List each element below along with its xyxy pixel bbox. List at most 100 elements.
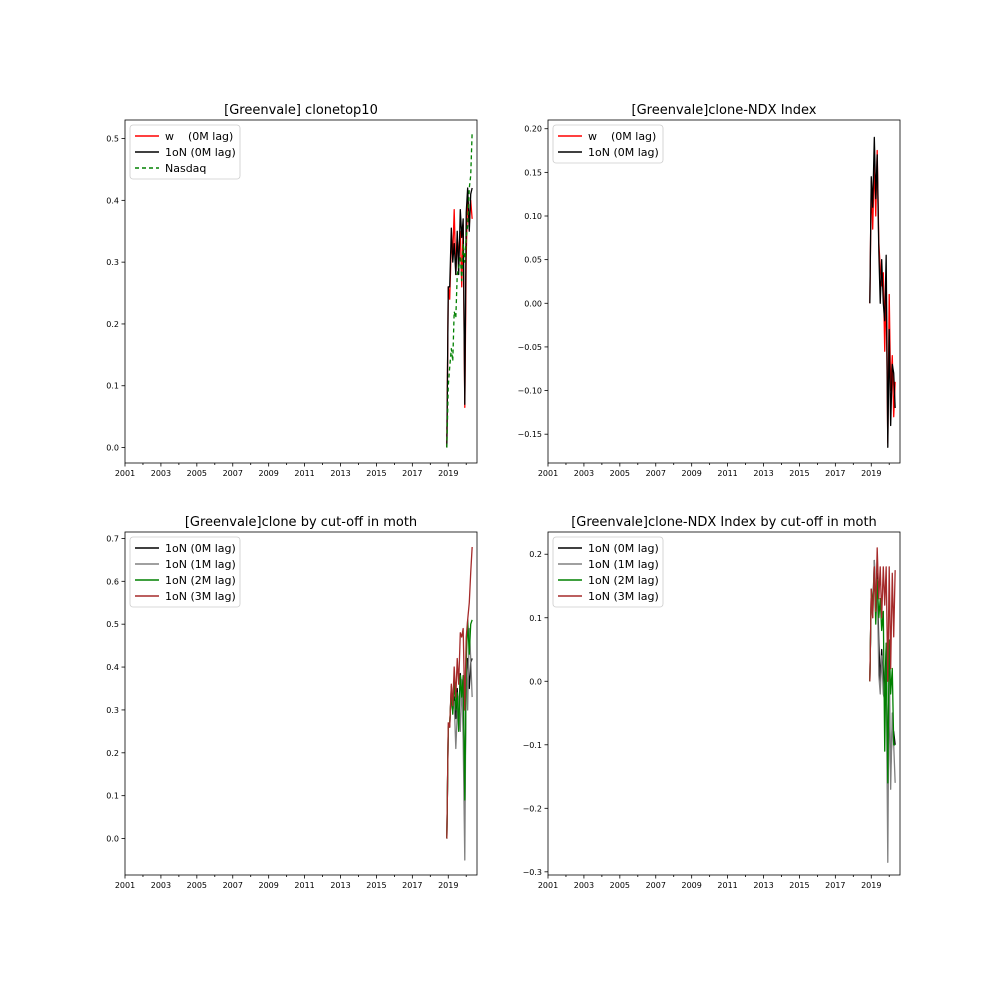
x-tick-label: 2001: [115, 469, 135, 478]
y-tick-label: 0.0: [529, 677, 542, 686]
x-tick-label: 2019: [438, 469, 458, 478]
y-tick-label: 0.1: [529, 614, 542, 623]
legend-label: 1oN (2M lag): [165, 574, 236, 587]
x-tick-label: 2011: [294, 469, 314, 478]
chart-title: [Greenvale]clone by cut-off in moth: [185, 515, 417, 530]
x-tick-label: 2005: [187, 469, 207, 478]
y-tick-label: 0.1: [106, 792, 119, 801]
y-tick-label: 0.3: [106, 258, 119, 267]
legend-label: 1oN (0M lag): [165, 146, 236, 159]
legend-label: 1oN (1M lag): [165, 558, 236, 571]
series-line-1on-3m-lag: [869, 547, 896, 682]
x-tick-label: 2017: [402, 881, 422, 890]
x-tick-label: 2013: [753, 881, 773, 890]
y-tick-label: 0.7: [106, 534, 119, 543]
x-tick-label: 2007: [223, 881, 243, 890]
legend: 1oN (0M lag) 1oN (1M lag) 1oN (2M lag) 1oN …: [129, 536, 241, 608]
y-tick-label: −0.2: [523, 804, 542, 813]
y-tick-label: 0.5: [106, 135, 119, 144]
x-tick-label: 2009: [681, 881, 701, 890]
chart-panel-clonetop10: [Greenvale] clonetop10 2001 2003 2005 2007 20…: [106, 103, 478, 478]
y-tick-label: −0.3: [523, 868, 542, 877]
x-tick-label: 2013: [330, 881, 350, 890]
x-tick-label: 2007: [223, 469, 243, 478]
x-tick-label: 2011: [717, 469, 737, 478]
x-tick-label: 2009: [681, 469, 701, 478]
x-tick-label: 2003: [151, 469, 171, 478]
chart-panel-clone-by-cutoff: [Greenvale]clone by cut-off in moth 2001 2…: [106, 515, 478, 890]
y-tick-label: 0.3: [106, 706, 119, 715]
x-tick-label: 2001: [538, 469, 558, 478]
y-tick-label: 0.2: [106, 320, 119, 329]
legend-box: [552, 124, 664, 164]
axes-frame: [124, 531, 478, 876]
x-tick-label: 2019: [438, 881, 458, 890]
x-tick-label: 2005: [610, 881, 630, 890]
y-tick-label: 0.10: [524, 212, 542, 221]
chart-title: [Greenvale] clonetop10: [224, 103, 378, 118]
x-tick-label: 2003: [151, 881, 171, 890]
x-tick-label: 2015: [366, 881, 386, 890]
x-tick-label: 2001: [115, 881, 135, 890]
y-tick-label: 0.20: [524, 125, 542, 134]
x-tick-label: 2001: [538, 881, 558, 890]
x-tick-label: 2015: [366, 469, 386, 478]
x-tick-label: 2015: [789, 881, 809, 890]
x-tick-label: 2019: [861, 881, 881, 890]
legend-label: 1oN (0M lag): [165, 542, 236, 555]
chart-panel-clone-ndx-by-cutoff: [Greenvale]clone-NDX Index by cut-off in…: [523, 515, 901, 890]
y-tick-label: 0.4: [106, 196, 119, 205]
x-tick-label: 2009: [258, 881, 278, 890]
legend-label: Nasdaq: [165, 162, 206, 175]
legend-box: [129, 124, 241, 180]
legend-box: [552, 536, 664, 608]
y-tick-label: 0.4: [106, 663, 119, 672]
series-group: [446, 132, 473, 448]
x-tick-label: 2003: [574, 469, 594, 478]
y-tick-label: −0.1: [523, 741, 542, 750]
x-tick-label: 2011: [717, 881, 737, 890]
y-tick-label: −0.05: [517, 343, 542, 352]
x-tick-label: 2003: [574, 881, 594, 890]
chart-panel-clone-ndx-index: [Greenvale]clone-NDX Index 2001 2003 2005 20…: [517, 103, 901, 478]
legend-box: [129, 536, 241, 608]
y-tick-label: 0.1: [106, 382, 119, 391]
x-tick-label: 2005: [187, 881, 207, 890]
series-line-1on-3m-lag: [446, 546, 473, 839]
axes-frame: [547, 119, 901, 464]
legend-label: 1oN (0M lag): [588, 542, 659, 555]
x-tick-label: 2011: [294, 881, 314, 890]
x-tick-label: 2007: [646, 881, 666, 890]
chart-title: [Greenvale]clone-NDX Index by cut-off in…: [571, 515, 877, 530]
legend: w (0M lag) 1oN (0M lag) Nasdaq: [129, 124, 241, 180]
legend: 1oN (0M lag) 1oN (1M lag) 1oN (2M lag) 1oN …: [552, 536, 664, 608]
y-tick-label: 0.6: [106, 577, 119, 586]
y-tick-label: 0.0: [106, 444, 119, 453]
axes-frame: [547, 531, 901, 876]
series-group: [869, 547, 896, 863]
x-tick-label: 2007: [646, 469, 666, 478]
legend-label: w (0M lag): [588, 130, 656, 143]
legend-label: 1oN (3M lag): [165, 590, 236, 603]
legend-label: 1oN (0M lag): [588, 146, 659, 159]
y-tick-label: 0.15: [524, 168, 542, 177]
y-tick-label: −0.10: [517, 387, 542, 396]
legend-label: w (0M lag): [165, 130, 233, 143]
y-tick-label: 0.2: [106, 749, 119, 758]
y-tick-label: 0.0: [106, 835, 119, 844]
y-tick-label: 0.5: [106, 620, 119, 629]
x-tick-label: 2009: [258, 469, 278, 478]
y-tick-label: 0.2: [529, 550, 542, 559]
x-tick-label: 2017: [825, 881, 845, 890]
x-tick-label: 2013: [330, 469, 350, 478]
axes-frame: [124, 119, 478, 464]
x-tick-label: 2015: [789, 469, 809, 478]
y-tick-label: 0.00: [524, 299, 542, 308]
series-group: [446, 546, 473, 861]
series-line-1on-0m-lag: [869, 136, 896, 448]
y-tick-label: 0.05: [524, 256, 542, 265]
series-group: [869, 136, 896, 448]
x-tick-label: 2017: [402, 469, 422, 478]
x-tick-label: 2019: [861, 469, 881, 478]
